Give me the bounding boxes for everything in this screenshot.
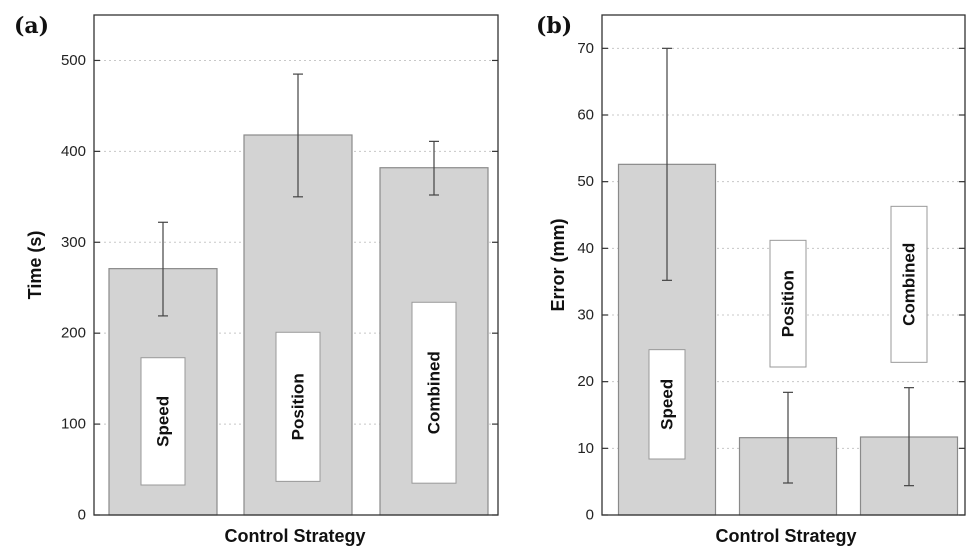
bar-label-position: Position (769, 239, 807, 368)
bar-label-speed: Speed (648, 349, 686, 460)
error-bar-combined (429, 140, 439, 196)
x-axis-title: Control Strategy (715, 526, 856, 546)
y-tick-label: 300 (61, 234, 86, 251)
bar-label-text: Position (289, 373, 308, 440)
bar-label-box (140, 357, 186, 486)
panel-label: (b) (536, 13, 572, 39)
chart-panel-b: Speed Position Combined 0 10 20 30 40 50 60 70 (b) E… (536, 13, 966, 546)
bar-label-position: Position (275, 331, 321, 482)
bar-label-box (769, 239, 807, 368)
x-axis-title: Control Strategy (224, 526, 365, 546)
error-bar-speed (662, 47, 672, 281)
y-tick-label: 70 (577, 40, 594, 57)
bar-label-text: Combined (425, 351, 444, 434)
error-bar-position (293, 73, 303, 198)
y-tick-label: 20 (577, 373, 594, 390)
y-tick-label: 100 (61, 416, 86, 433)
bar-label-box (648, 349, 686, 460)
error-bar-combined (904, 387, 914, 487)
bar-label-text: Combined (900, 243, 919, 326)
bar-label-speed: Speed (140, 357, 186, 486)
bar-label-box (275, 331, 321, 482)
y-tick-label: 0 (586, 507, 594, 524)
y-tick-label: 200 (61, 325, 86, 342)
y-tick-label: 500 (61, 52, 86, 69)
bar-label-combined: Combined (411, 301, 457, 484)
error-bar-position (783, 391, 793, 484)
y-tick-label: 50 (577, 173, 594, 190)
bar-label-box (411, 301, 457, 484)
error-bar-speed (158, 221, 168, 317)
y-tick-label: 400 (61, 143, 86, 160)
bar-label-box (890, 205, 928, 363)
plot-frame (601, 14, 966, 516)
y-tick-label: 40 (577, 240, 594, 257)
y-tick-label: 0 (78, 507, 86, 524)
bar-label-text: Speed (154, 396, 173, 447)
bar-label-text: Speed (658, 379, 677, 430)
plot-frame (93, 14, 499, 516)
y-axis-title: Error (mm) (548, 218, 568, 311)
chart-panel-a: Speed Position Combined 0 100 200 300 400 500 (a)… (14, 13, 499, 546)
y-axis-title: Time (s) (25, 231, 45, 300)
bar-label-text: Position (779, 270, 798, 337)
bar-label-combined: Combined (890, 205, 928, 363)
y-tick-label: 10 (577, 440, 594, 457)
y-tick-label: 30 (577, 307, 594, 324)
panel-label: (a) (14, 13, 49, 39)
y-tick-label: 60 (577, 107, 594, 124)
